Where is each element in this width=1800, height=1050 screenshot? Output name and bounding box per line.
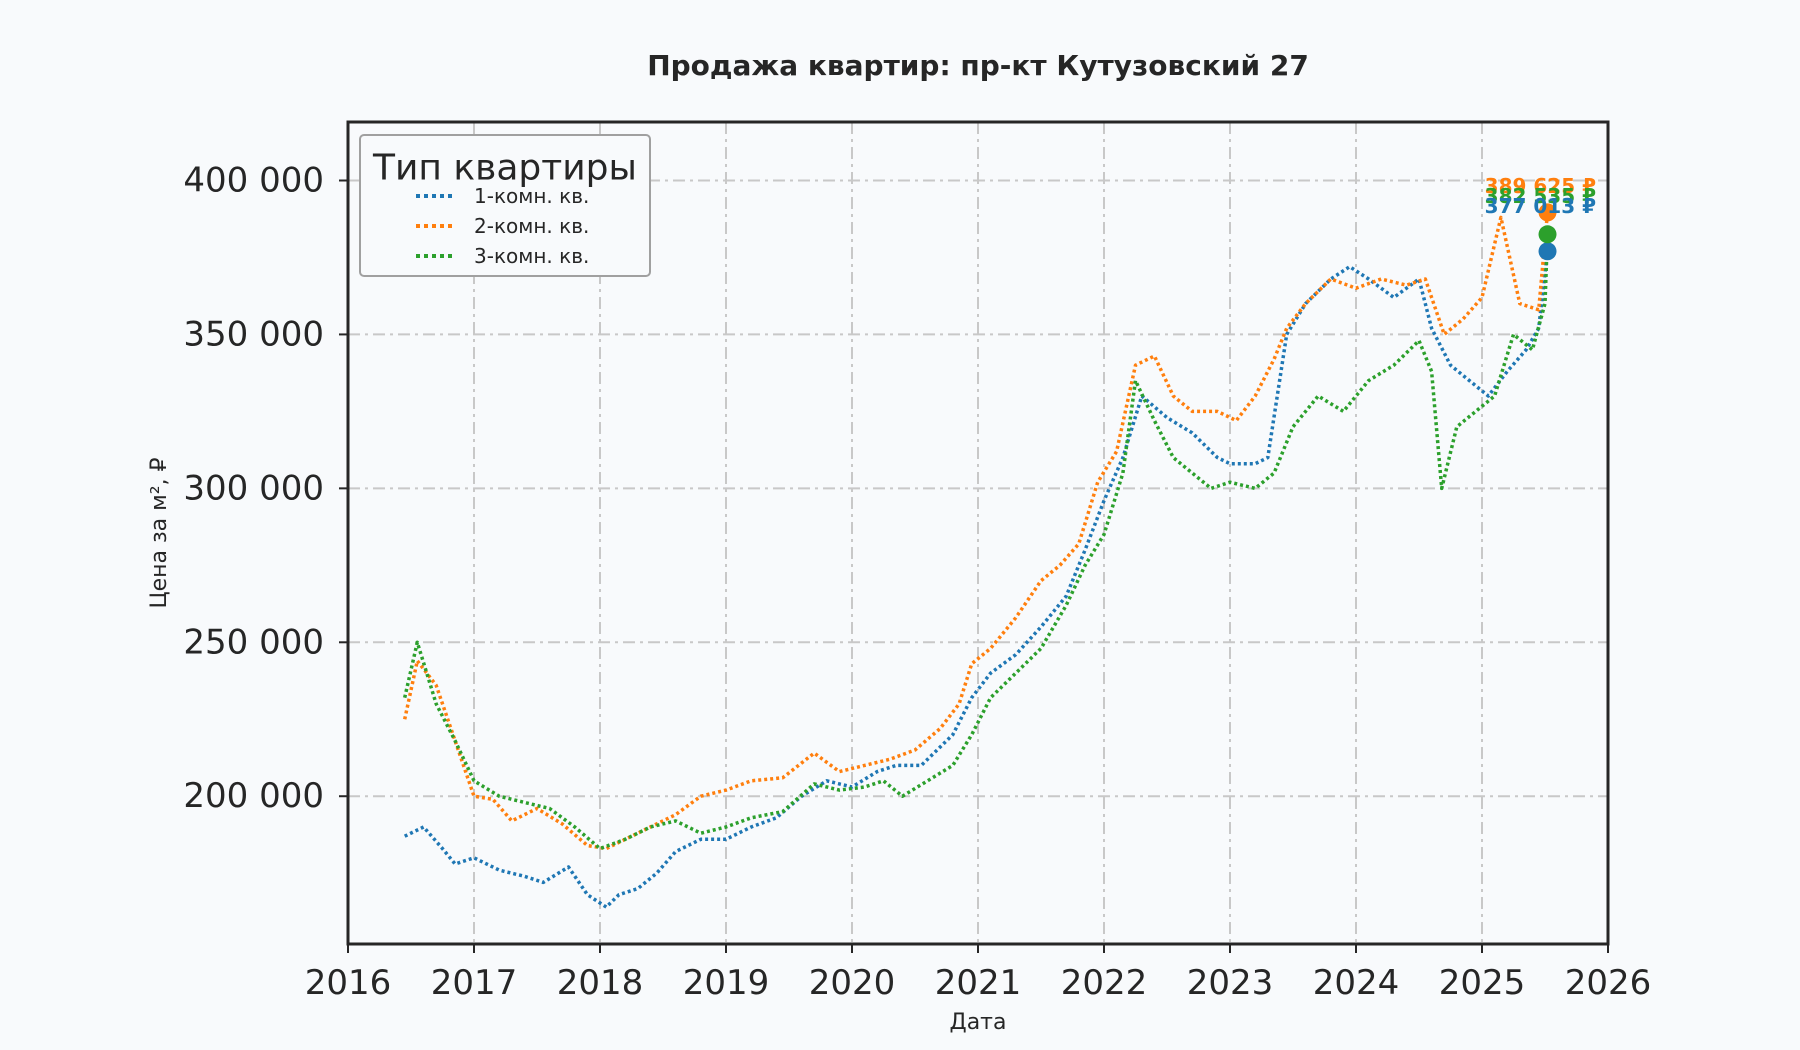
x-tick-label: 2024 [1313,963,1400,1003]
y-axis-label: Цена за м², ₽ [147,457,172,608]
legend-title: Тип квартиры [372,148,637,189]
legend: Тип квартиры 1-комн. кв. 2-комн. кв. 3-ком… [359,134,651,277]
x-axis: 2016 2017 2018 2019 2020 2021 2022 2023 2024 2025… [305,944,1652,1003]
series-line [402,212,1550,851]
end-value-label: 377 013 ₽ [1485,194,1596,218]
y-axis: 200 000 250 000 300 000 350 000 400 000 [183,160,348,816]
x-tick-label: 2025 [1439,963,1526,1003]
y-tick-label: 300 000 [183,468,324,508]
end-point-marker [1538,225,1557,244]
x-tick-label: 2018 [557,963,644,1003]
y-tick-label: 250 000 [183,622,324,662]
chart-title: Продажа квартир: пр-кт Кутузовский 27 [647,49,1309,82]
legend-label: 1-комн. кв. [474,184,589,208]
y-tick-label: 350 000 [183,314,324,354]
x-tick-label: 2017 [431,963,518,1003]
x-tick-label: 2016 [305,963,392,1003]
legend-box [359,134,651,277]
legend-label: 2-комн. кв. [474,214,589,238]
end-point-marker [1538,242,1557,261]
end-value-label: 389 625 ₽ [1485,174,1596,198]
end-markers: 389 625 ₽382 535 ₽377 013 ₽ [1485,174,1596,261]
y-tick-label: 200 000 [183,776,324,816]
x-tick-label: 2020 [809,963,896,1003]
x-tick-label: 2021 [935,963,1022,1003]
x-axis-label: Дата [950,1010,1007,1035]
end-point-marker [1538,203,1557,222]
legend-label: 3-комн. кв. [474,244,589,268]
x-tick-label: 2023 [1187,963,1274,1003]
x-tick-label: 2022 [1061,963,1148,1003]
end-value-label: 382 535 ₽ [1485,184,1596,208]
series-layer [402,212,1550,909]
series-line [403,251,1550,909]
x-tick-label: 2019 [683,963,770,1003]
x-tick-label: 2026 [1565,963,1652,1003]
legend-items: 1-комн. кв. 2-комн. кв. 3-комн. кв. [416,184,589,268]
y-tick-label: 400 000 [183,160,324,200]
